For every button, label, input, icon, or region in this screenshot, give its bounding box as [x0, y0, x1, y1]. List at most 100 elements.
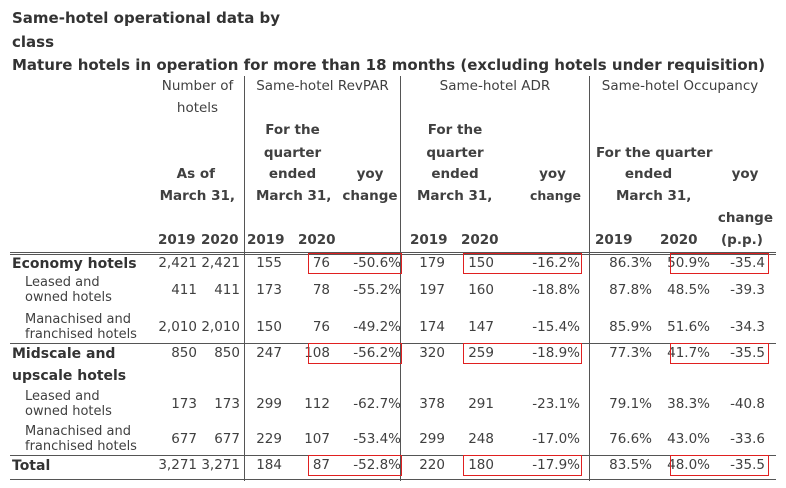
year-2019-occ: 2019 — [595, 232, 633, 248]
table-cell: 2,421 — [201, 255, 240, 271]
table-cell: -18.8% — [532, 282, 580, 298]
table-cell: 299 — [419, 431, 445, 447]
table-cell: -35.5 — [730, 457, 765, 473]
table-cell: 378 — [419, 396, 445, 412]
rule-header-bottom-2 — [10, 254, 776, 255]
table-cell: 150 — [468, 255, 494, 271]
table-cell: 79.1% — [609, 396, 652, 412]
divider-hotels-revpar — [244, 76, 245, 481]
revpar-for-the: For the — [265, 122, 320, 138]
table-cell: 850 — [214, 345, 240, 361]
table-cell: 155 — [256, 255, 282, 271]
title-line-1: Same-hotel operational data by — [12, 9, 281, 27]
adr-change: change — [529, 188, 582, 203]
table-cell: 291 — [468, 396, 494, 412]
table-cell: -18.9% — [532, 345, 580, 361]
table-cell: 107 — [304, 431, 330, 447]
row-label: owned hotels — [25, 404, 112, 419]
year-2019-revpar: 2019 — [247, 232, 285, 248]
adr-quarter: quarter — [426, 145, 484, 161]
table-cell: 677 — [214, 431, 240, 447]
table-cell: 85.9% — [609, 319, 652, 335]
table-cell: -15.4% — [532, 319, 580, 335]
occ-march31: March 31, — [616, 188, 692, 204]
highlight-box — [670, 455, 769, 476]
table-cell: 150 — [256, 319, 282, 335]
table-cell: 180 — [468, 457, 494, 473]
table-cell: -55.2% — [353, 282, 401, 298]
year-2020-revpar: 2020 — [298, 232, 336, 248]
table-cell: 197 — [419, 282, 445, 298]
table-cell: 83.5% — [609, 457, 652, 473]
table-cell: -23.1% — [532, 396, 580, 412]
table-cell: 87 — [312, 457, 330, 473]
table-cell: 43.0% — [667, 431, 710, 447]
table-cell: -39.3 — [730, 282, 765, 298]
table-cell: 299 — [256, 396, 282, 412]
revpar-march31: March 31, — [256, 188, 332, 204]
year-2019-adr: 2019 — [410, 232, 448, 248]
table-cell: 147 — [468, 319, 494, 335]
occ-pp: (p.p.) — [721, 232, 763, 248]
table-cell: 229 — [256, 431, 282, 447]
table-cell: -50.6% — [353, 255, 401, 271]
table-cell: 48.0% — [667, 457, 710, 473]
table-cell: -17.9% — [532, 457, 580, 473]
table-cell: 108 — [304, 345, 330, 361]
table-cell: 259 — [468, 345, 494, 361]
adr-yoy: yoy — [539, 166, 566, 182]
table-cell: 41.7% — [667, 345, 710, 361]
table-cell: -49.2% — [353, 319, 401, 335]
title-line-2: class — [12, 33, 55, 51]
header-revpar: Same-hotel RevPAR — [256, 78, 389, 94]
table-cell: -62.7% — [353, 396, 401, 412]
header-hotels: hotels — [176, 100, 219, 116]
revpar-quarter: quarter — [263, 145, 322, 161]
divider-revpar-adr — [400, 76, 401, 481]
table-cell: 320 — [419, 345, 445, 361]
table-cell: -53.4% — [353, 431, 401, 447]
occ-for-the-quarter: For the quarter — [596, 145, 713, 161]
row-label: franchised hotels — [25, 327, 137, 342]
highlight-box — [308, 253, 402, 274]
table-cell: 160 — [468, 282, 494, 298]
occ-yoy: yoy — [731, 166, 759, 182]
as-of-march31: March 31, — [159, 188, 235, 204]
rule-header-bottom — [10, 252, 776, 253]
table-cell: 2,421 — [158, 255, 197, 271]
header-adr: Same-hotel ADR — [439, 78, 551, 94]
subtitle: Mature hotels in operation for more than… — [12, 56, 766, 74]
table-cell: 248 — [468, 431, 494, 447]
table-cell: 76 — [312, 255, 330, 271]
table-cell: 2,010 — [158, 319, 197, 335]
divider-adr-occ — [589, 76, 590, 481]
table-cell: 76 — [312, 319, 330, 335]
highlight-box — [463, 253, 582, 274]
row-label: Economy hotels — [12, 256, 137, 272]
table-cell: 50.9% — [667, 255, 710, 271]
revpar-ended: ended — [268, 166, 317, 182]
table-cell: 173 — [171, 396, 197, 412]
table-cell: 78 — [312, 282, 330, 298]
row-label: owned hotels — [25, 290, 112, 305]
table-cell: 411 — [171, 282, 197, 298]
row-label: Midscale and — [12, 346, 116, 362]
highlight-box — [670, 343, 769, 364]
table-cell: 112 — [304, 396, 330, 412]
highlight-box — [670, 253, 769, 274]
table-cell: 220 — [419, 457, 445, 473]
occ-ended: ended — [624, 166, 673, 182]
revpar-yoy: yoy — [356, 166, 384, 182]
table-cell: 411 — [214, 282, 240, 298]
table-cell: 677 — [171, 431, 197, 447]
table-cell: 3,271 — [158, 457, 197, 473]
table-cell: 3,271 — [201, 457, 240, 473]
table-cell: 247 — [256, 345, 282, 361]
table-cell: 184 — [256, 457, 282, 473]
year-2020-hotels: 2020 — [201, 232, 239, 248]
year-2019-hotels: 2019 — [158, 232, 196, 248]
table-cell: 850 — [171, 345, 197, 361]
table-cell: -56.2% — [353, 345, 401, 361]
table-cell: -34.3 — [730, 319, 765, 335]
row-label: Leased and — [25, 275, 100, 290]
